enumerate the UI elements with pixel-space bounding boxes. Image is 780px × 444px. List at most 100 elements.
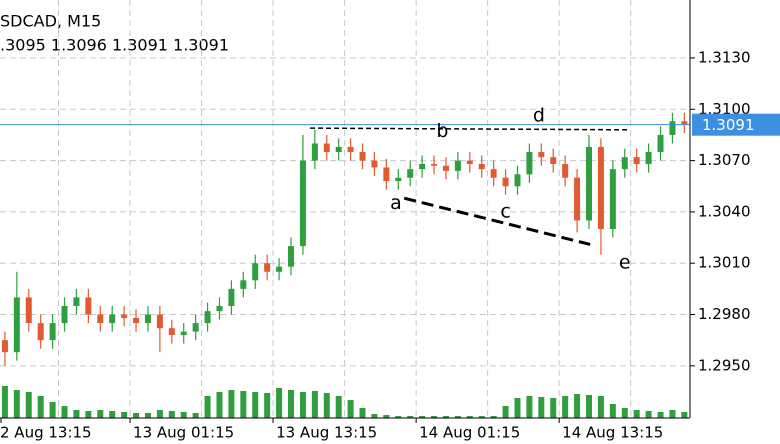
candle-body <box>538 152 545 158</box>
y-tick-label: 1.3040 <box>698 202 751 220</box>
volume-bar <box>657 412 664 418</box>
volume-bar <box>669 410 676 418</box>
volume-bar <box>121 412 128 418</box>
candle-body <box>419 164 426 170</box>
trendline <box>310 127 629 131</box>
candle-body <box>597 146 604 230</box>
trendline <box>403 196 591 246</box>
volume-bar <box>609 404 616 418</box>
x-tick-label: 2 Aug 13:15 <box>0 424 92 442</box>
volume-bar <box>645 411 652 418</box>
volume-bar <box>466 416 473 418</box>
current-price-label: 1.3091 <box>702 116 755 134</box>
volume-bar <box>168 411 175 418</box>
volume-bar <box>228 390 235 418</box>
volume-bar <box>550 398 557 418</box>
candle-body <box>681 121 688 125</box>
volume-bar <box>562 396 569 418</box>
candle-body <box>97 314 104 324</box>
x-tick-label: 14 Aug 01:15 <box>419 424 520 442</box>
volume-bar <box>85 411 92 418</box>
x-tick-label: 13 Aug 13:15 <box>276 424 377 442</box>
y-tick-label: 1.2950 <box>698 356 751 374</box>
volume-bar <box>192 413 199 418</box>
candle-body <box>264 263 271 272</box>
y-tick-label: 1.3130 <box>698 48 751 66</box>
candle-body <box>526 152 533 175</box>
volume-bar <box>1 386 8 418</box>
y-tick-label: 1.3100 <box>698 100 751 118</box>
volume-bar <box>144 413 151 418</box>
volume-bar <box>681 412 688 418</box>
candle-body <box>192 323 199 332</box>
candle-body <box>252 263 259 281</box>
candle-body <box>347 146 354 153</box>
volume-bar <box>335 396 342 418</box>
volume-bar <box>478 416 485 418</box>
candle-body <box>550 157 557 165</box>
candle-body <box>454 160 461 171</box>
volume-bar <box>514 398 521 418</box>
candle-body <box>133 317 140 324</box>
volume-bar <box>240 391 247 418</box>
volume-bar <box>180 412 187 418</box>
candle-body <box>109 314 116 324</box>
candle-body <box>168 328 175 336</box>
y-tick-label: 1.3010 <box>698 254 751 272</box>
volume-bar <box>419 416 426 418</box>
volume-bar <box>252 392 259 418</box>
candle-body <box>49 323 56 341</box>
candle-body <box>442 165 449 171</box>
candle-body <box>121 314 128 318</box>
annotation: a <box>390 192 402 214</box>
candle-body <box>25 297 32 324</box>
annotation: b <box>436 120 448 142</box>
candle-body <box>359 152 366 161</box>
volume-bar <box>264 393 271 418</box>
volume-bar <box>311 391 318 418</box>
candle-body <box>466 160 473 165</box>
candle-body <box>73 297 80 306</box>
candle-body <box>657 134 664 153</box>
candle-body <box>383 167 390 182</box>
volume-bar <box>633 410 640 418</box>
candle-body <box>299 160 306 247</box>
candle-body <box>240 280 247 289</box>
volume-bar <box>502 406 509 418</box>
volume-bar <box>156 410 163 418</box>
volume-bar <box>109 411 116 418</box>
y-tick-label: 1.2980 <box>698 305 751 323</box>
candle-body <box>13 297 20 353</box>
volume-bar <box>407 416 414 418</box>
volume-bar <box>490 416 497 418</box>
candle-body <box>609 169 616 230</box>
volume-bar <box>383 415 390 418</box>
volume-bar <box>574 394 581 418</box>
candle-body <box>645 152 652 165</box>
candle-body <box>228 288 235 306</box>
candle-body <box>490 169 497 178</box>
candle-body <box>156 314 163 329</box>
candle-body <box>669 121 676 135</box>
volume-bar <box>586 395 592 418</box>
chart-title: SDCAD, M15 <box>0 12 101 31</box>
candle-body <box>586 146 592 221</box>
candle-body <box>311 143 318 161</box>
volume-bar <box>347 400 354 418</box>
candle-body <box>574 177 581 221</box>
volume-bar <box>216 392 223 418</box>
volume-bar <box>276 388 283 418</box>
volume-bar <box>323 393 330 418</box>
volume-bar <box>25 392 32 418</box>
candle-body <box>562 164 569 178</box>
volume-bar <box>97 410 104 418</box>
volume-bar <box>73 410 80 418</box>
volume-bar <box>442 416 449 418</box>
volume-bar <box>288 390 294 418</box>
volume-bar <box>13 390 20 418</box>
candle-body <box>204 311 211 324</box>
annotation: e <box>619 252 631 274</box>
candle-body <box>407 169 414 178</box>
volume-bar <box>204 396 211 418</box>
volume-bar <box>37 396 44 418</box>
